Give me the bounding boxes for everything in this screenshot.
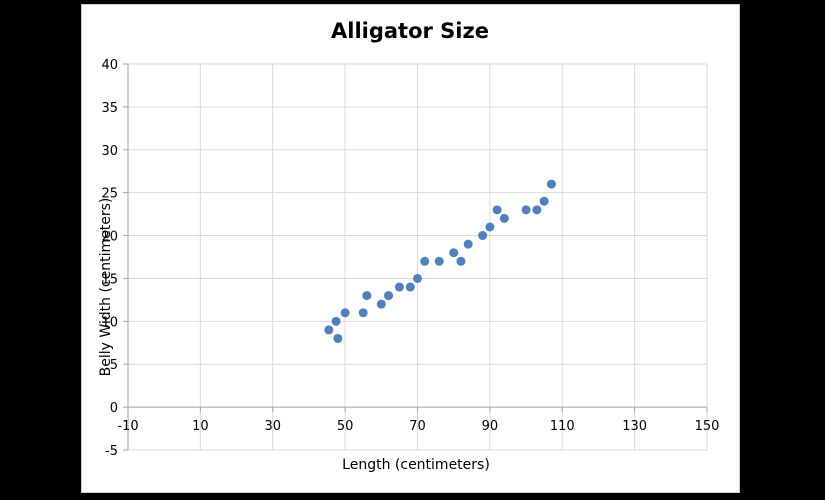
x-tick-label: 10 bbox=[192, 419, 209, 434]
data-point bbox=[499, 213, 509, 223]
data-point bbox=[546, 179, 556, 189]
y-axis-label: Belly Width (centimeters) bbox=[98, 198, 114, 377]
chart-title: Alligator Size bbox=[331, 19, 489, 43]
x-tick-label: 30 bbox=[264, 419, 281, 434]
axes bbox=[123, 63, 708, 451]
x-tick-label: 70 bbox=[409, 419, 426, 434]
chart-area: Alligator Size -5 0 5 10 15 20 25 30 35 40 -10 10 30… bbox=[81, 4, 740, 493]
x-tick-label: 130 bbox=[622, 419, 647, 434]
y-tick-label: 0 bbox=[110, 401, 118, 416]
tick-labels: -5 0 5 10 15 20 25 30 35 40 -10 10 30 50 70 90 110 130 150 bbox=[101, 58, 719, 459]
x-tick-label: 150 bbox=[695, 419, 720, 434]
data-point bbox=[333, 333, 343, 343]
scatter-chart: Alligator Size -5 0 5 10 15 20 25 30 35 40 -10 10 30… bbox=[98, 19, 719, 473]
data-point bbox=[478, 231, 488, 241]
y-tick-label: 40 bbox=[101, 58, 118, 73]
gridlines bbox=[128, 63, 708, 451]
data-point bbox=[362, 291, 372, 301]
data-point bbox=[340, 308, 350, 318]
data-point bbox=[532, 205, 542, 215]
x-tick-label: -10 bbox=[117, 419, 138, 434]
data-point bbox=[449, 248, 459, 258]
data-point bbox=[456, 256, 466, 266]
x-tick-label: 50 bbox=[337, 419, 354, 434]
y-tick-label: 25 bbox=[101, 187, 118, 202]
x-tick-label: 110 bbox=[550, 419, 575, 434]
y-tick-label: 35 bbox=[101, 101, 118, 116]
y-tick-label: 10 bbox=[101, 315, 118, 330]
data-point bbox=[485, 222, 495, 232]
data-point bbox=[434, 256, 444, 266]
y-tick-label: 15 bbox=[101, 272, 118, 287]
data-point bbox=[521, 205, 531, 215]
data-point bbox=[492, 205, 502, 215]
y-tick-label: -5 bbox=[105, 444, 118, 459]
y-tick-label: 20 bbox=[101, 230, 118, 245]
data-points bbox=[324, 179, 556, 343]
x-tick-label: 90 bbox=[482, 419, 499, 434]
data-point bbox=[358, 308, 368, 318]
data-point bbox=[331, 316, 341, 326]
data-point bbox=[376, 299, 386, 309]
data-point bbox=[539, 196, 549, 206]
data-point bbox=[405, 282, 415, 292]
y-tick-label: 30 bbox=[101, 144, 118, 159]
data-point bbox=[324, 325, 334, 335]
data-point bbox=[463, 239, 473, 249]
x-axis-label: Length (centimeters) bbox=[342, 457, 490, 473]
data-point bbox=[394, 282, 404, 292]
data-point bbox=[420, 256, 430, 266]
data-point bbox=[413, 273, 422, 283]
data-point bbox=[384, 291, 394, 301]
y-tick-label: 5 bbox=[110, 358, 118, 373]
